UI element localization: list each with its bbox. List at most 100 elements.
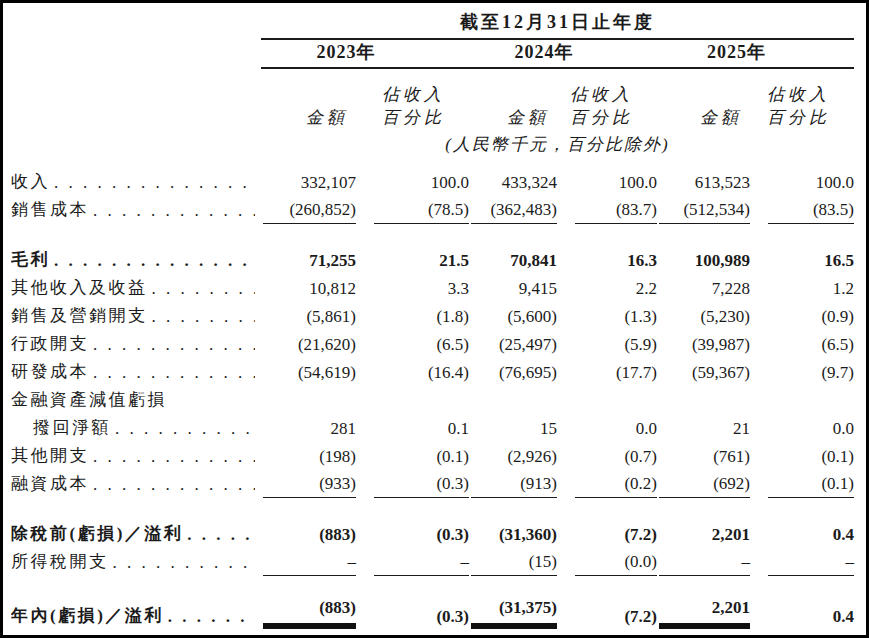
table-row: 銷售及營銷開支. . . . . . . . . . . . . . . . .…	[11, 302, 866, 330]
cell-value: 3.3	[374, 279, 469, 302]
amount-cell: (883)	[261, 598, 356, 630]
table-row: 其他開支. . . . . . . . . . . . . . . . . . …	[11, 442, 866, 470]
cell-value: (692)	[659, 474, 750, 498]
cell-value: (83.7)	[575, 200, 657, 224]
cell-value: (39,987)	[659, 335, 750, 358]
percentage-cell: –	[750, 548, 854, 576]
cell-value: (512,534)	[659, 200, 750, 224]
row-label-cell: 年內(虧損)／溢利. . . . . . . . . . . . . . . .…	[11, 598, 261, 630]
amount-cell: (761)	[657, 442, 750, 470]
column-header-pct-2024: 佔收入 百分比	[557, 68, 657, 130]
amount-cell: (39,987)	[657, 330, 750, 358]
amount-cell: (913)	[469, 470, 557, 498]
percentage-cell: 1.2	[750, 274, 854, 302]
cell-value: (31,360)	[471, 525, 557, 548]
cell-value: (6.5)	[374, 335, 469, 358]
amount-cell	[657, 386, 750, 414]
column-header-pct-2023: 佔收入 百分比	[356, 68, 469, 130]
cell-value: 1.2	[768, 279, 854, 302]
amount-cell: –	[657, 548, 750, 576]
amount-cell: 7,228	[657, 274, 750, 302]
cell-value: (54,619)	[263, 363, 356, 386]
percentage-cell	[356, 386, 469, 414]
cell-value: (2,926)	[471, 447, 557, 470]
column-header-pct-2025: 佔收入 百分比	[750, 68, 854, 130]
double-underline	[659, 623, 750, 629]
amount-cell: (54,619)	[261, 358, 356, 386]
percentage-cell: 0.4	[750, 598, 854, 630]
table-row: 融資成本. . . . . . . . . . . . . . . . . . …	[11, 470, 866, 498]
amount-cell: (25,497)	[469, 330, 557, 358]
percentage-cell: (9.7)	[750, 358, 854, 386]
cell-value: (913)	[471, 474, 557, 498]
amount-cell: 10,812	[261, 274, 356, 302]
cell-value: (0.1)	[768, 447, 854, 470]
cell-value: 10,812	[263, 279, 356, 302]
percentage-cell: (0.7)	[557, 442, 657, 470]
cell-value: –	[263, 552, 356, 576]
cell-value: (76,695)	[471, 363, 557, 386]
cell-value: 7,228	[659, 279, 750, 302]
percentage-cell: (0.2)	[557, 470, 657, 498]
cell-value: (0.9)	[768, 307, 854, 330]
amount-cell: 9,415	[469, 274, 557, 302]
cell-value: 2.2	[575, 279, 657, 302]
cell-value: 21.5	[374, 251, 469, 274]
amount-cell: (883)	[261, 520, 356, 548]
year-header-2025: 2025年	[657, 40, 854, 69]
cell-value: 2,201	[659, 598, 750, 621]
amount-cell: (512,534)	[657, 196, 750, 224]
percentage-cell: (78.5)	[356, 196, 469, 224]
row-label-cell: 撥回淨額. . . . . . . . . . . . . . . . . . …	[11, 414, 261, 442]
amount-cell: (933)	[261, 470, 356, 498]
amount-cell: (2,926)	[469, 442, 557, 470]
dot-leader: . . . . . . . . . . . . . . . . . . . . …	[89, 201, 255, 221]
table-row: 行政開支. . . . . . . . . . . . . . . . . . …	[11, 330, 866, 358]
row-gap	[11, 498, 866, 520]
dot-leader: . . . . . . . . . . . . . . . . . . . . …	[89, 447, 255, 467]
cell-value: (83.5)	[768, 200, 854, 224]
cell-value: (16.4)	[374, 363, 469, 386]
year-header-2023: 2023年	[261, 40, 469, 69]
percentage-cell: (0.0)	[557, 548, 657, 576]
row-label-cell: 毛利. . . . . . . . . . . . . . . . . . . …	[11, 246, 261, 274]
dot-leader: . . . . . . . . . . . . . . . . . . . . …	[50, 251, 255, 271]
amount-cell	[261, 386, 356, 414]
table-row: 毛利. . . . . . . . . . . . . . . . . . . …	[11, 246, 866, 274]
percentage-cell: 0.1	[356, 414, 469, 442]
cell-value: 16.3	[575, 251, 657, 274]
dot-leader: . . . . . . . . . . . . . . . . . . . . …	[50, 173, 255, 193]
amount-cell: (5,600)	[469, 302, 557, 330]
cell-value: –	[659, 552, 750, 576]
amount-cell: 21	[657, 414, 750, 442]
label-column-spacer	[11, 8, 261, 34]
amount-cell: (31,360)	[469, 520, 557, 548]
amount-cell: 15	[469, 414, 557, 442]
percentage-cell: 0.0	[557, 414, 657, 442]
cell-value: (5,600)	[471, 307, 557, 330]
table-row: 撥回淨額. . . . . . . . . . . . . . . . . . …	[11, 414, 866, 442]
double-underline	[471, 623, 557, 629]
table-row: 銷售成本. . . . . . . . . . . . . . . . . . …	[11, 196, 866, 224]
column-header-amount-2025: 金額	[657, 68, 750, 130]
amount-cell: –	[261, 548, 356, 576]
percentage-cell: (0.1)	[356, 442, 469, 470]
cell-value: 281	[263, 419, 356, 442]
percentage-cell: 100.0	[750, 168, 854, 196]
cell-value: (883)	[263, 598, 356, 621]
dot-leader: . . . . . . . . . . . . . . . . . . . . …	[148, 279, 256, 299]
cell-value: (0.3)	[374, 474, 469, 498]
percentage-cell: (16.4)	[356, 358, 469, 386]
cell-value: (1.8)	[374, 307, 469, 330]
row-label-cell: 研發成本. . . . . . . . . . . . . . . . . . …	[11, 358, 261, 386]
row-label-cell: 除稅前(虧損)／溢利. . . . . . . . . . . . . . . …	[11, 520, 261, 548]
cell-value: (883)	[263, 525, 356, 548]
percentage-cell: 100.0	[356, 168, 469, 196]
row-label: 毛利	[11, 248, 50, 271]
amount-cell: (260,852)	[261, 196, 356, 224]
year-header-2024: 2024年	[469, 40, 657, 69]
cell-value: 100,989	[659, 251, 750, 274]
cell-value: 71,255	[263, 251, 356, 274]
percentage-cell: (5.9)	[557, 330, 657, 358]
percentage-cell: (0.1)	[750, 442, 854, 470]
